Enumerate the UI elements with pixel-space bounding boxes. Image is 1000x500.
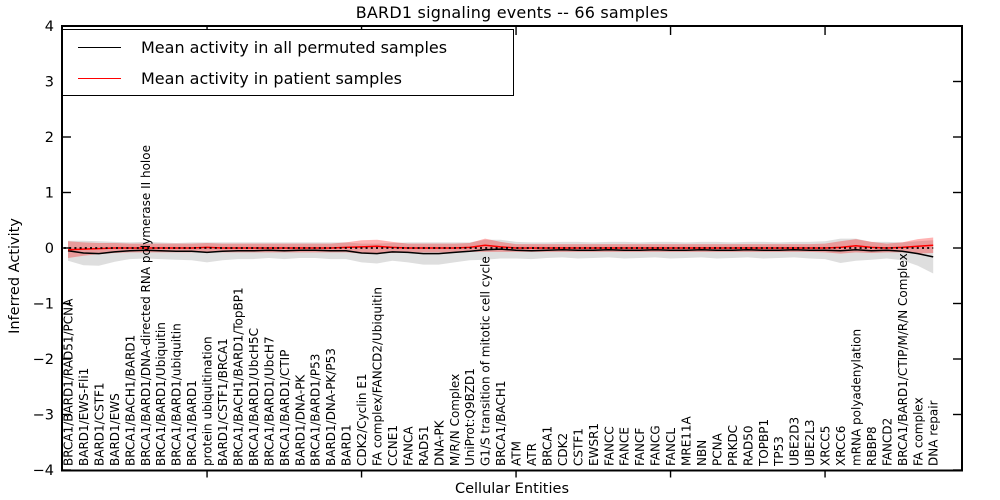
x-category-label: BRCA1/BACH1/BARD1/TopBP1 <box>231 287 245 466</box>
x-category-label: FANCE <box>618 427 632 466</box>
x-category-label: EWSR1 <box>587 423 601 466</box>
x-category-label: UBE2D3 <box>788 417 802 466</box>
x-category-label: DNA repair <box>927 400 941 466</box>
x-category-label: ATR <box>525 443 539 466</box>
x-category-label: BRCA1/BARD1/DNA-directed RNA polymerase … <box>139 145 153 466</box>
chart-title: BARD1 signaling events -- 66 samples <box>355 3 669 22</box>
x-category-label: G1/S transition of mitotic cell cycle <box>479 256 493 466</box>
y-tick-label: 2 <box>45 130 54 146</box>
x-category-label: XRCC5 <box>819 426 833 466</box>
x-category-label: BRCA1/BARD1 <box>185 380 199 466</box>
x-category-label: BRCA1/BARD1/CTIP/M/R/N Complex <box>896 253 910 466</box>
x-category-label: TP53 <box>772 436 786 467</box>
x-category-label: FANCD2 <box>880 418 894 466</box>
x-category-label: MRE11A <box>680 415 694 466</box>
x-category-label: M/R/N Complex <box>448 374 462 466</box>
x-category-label: DNA-PK <box>432 419 446 466</box>
legend-row-patient: Mean activity in patient samples <box>63 63 513 94</box>
patient-confidence-band <box>68 237 934 258</box>
x-category-label: mRNA polyadenylation <box>849 329 863 466</box>
x-category-label: BARD1/CSTF1/BRCA1 <box>216 338 230 466</box>
x-category-label: BRCA1 <box>541 426 555 466</box>
x-category-label: CSTF1 <box>571 428 585 466</box>
x-category-label: BRCA1/BARD1/UbcH7 <box>262 336 276 466</box>
x-category-label: XRCC6 <box>834 426 848 466</box>
x-category-label: BRCA1/BARD1/P53 <box>309 354 323 466</box>
x-category-label: BARD1 <box>340 424 354 466</box>
x-category-label: FANCG <box>649 425 663 466</box>
x-category-label: FANCL <box>664 428 678 466</box>
legend-label-permuted: Mean activity in all permuted samples <box>141 37 448 57</box>
x-category-label: NBN <box>695 440 709 466</box>
y-tick-label: 3 <box>45 75 54 91</box>
x-category-label: BRCA1/BARD1/Ubiquitin <box>154 322 168 466</box>
x-category-label: BRCA1/BARD1/RAD51/PCNA <box>62 298 76 466</box>
x-category-label: RBBP8 <box>865 426 879 466</box>
permuted-line-swatch-icon <box>78 46 121 48</box>
x-category-label: BARD1/EWS <box>108 393 122 466</box>
x-category-label: RAD51 <box>417 425 431 466</box>
x-category-label: CDK2/Cyclin E1 <box>355 373 369 466</box>
x-axis-title: Cellular Entities <box>454 481 570 497</box>
y-tick-label: 1 <box>45 186 54 202</box>
y-tick-label: −1 <box>33 297 54 313</box>
x-category-label: BRCA1/BARD1/CTIP <box>278 350 292 466</box>
x-category-label: FA complex <box>911 397 925 466</box>
patient-line-swatch-icon <box>78 77 121 79</box>
legend-label-patient: Mean activity in patient samples <box>141 68 402 88</box>
y-tick-label: −4 <box>33 463 54 479</box>
x-category-label: PRKDC <box>726 425 740 466</box>
patient-mean-line <box>67 244 934 251</box>
x-category-label: FANCF <box>633 428 647 466</box>
x-category-label: BARD1/CSTF1 <box>92 382 106 466</box>
y-tick-label: −3 <box>33 408 54 424</box>
y-tick-label: 0 <box>45 241 54 257</box>
legend: Mean activity in all permuted samples Me… <box>62 29 514 96</box>
x-category-label: CCNE1 <box>386 425 400 466</box>
legend-row-permuted: Mean activity in all permuted samples <box>63 32 513 63</box>
permuted-mean-line <box>67 248 934 258</box>
x-category-label: TOPBP1 <box>757 419 771 467</box>
x-category-label: PCNA <box>710 432 724 466</box>
x-category-label: BARD1/DNA-PK <box>293 374 307 466</box>
x-category-label: BRCA1/BARD1/UbcH5C <box>247 328 261 466</box>
x-category-label: ATM <box>510 441 524 466</box>
x-category-label: UniProt:Q9BZD1 <box>463 368 477 466</box>
x-category-label: UBE2L3 <box>803 419 817 466</box>
y-tick-label: 4 <box>45 19 54 35</box>
x-category-label: BARD1/DNA-PK/P53 <box>324 348 338 466</box>
x-category-label: CDK2 <box>556 433 570 466</box>
x-category-label: protein ubiquitination <box>201 336 215 466</box>
x-category-label: RAD50 <box>741 425 755 466</box>
x-category-label: BRCA1/BARD1/ubiquitin <box>170 323 184 466</box>
x-category-label: FANCA <box>401 426 415 466</box>
x-category-label: BRCA1/BACH1/BARD1 <box>123 335 137 466</box>
x-category-label: FA complex/FANCD2/Ubiquitin <box>371 287 385 466</box>
x-category-label: BARD1/EWS-Fli1 <box>77 368 91 466</box>
x-category-label: FANCC <box>602 426 616 466</box>
y-tick-label: −2 <box>33 352 54 368</box>
x-category-label: BRCA1/BACH1 <box>494 380 508 466</box>
axes-frame <box>61 25 963 472</box>
y-axis-title: Inferred Activity <box>7 218 23 334</box>
